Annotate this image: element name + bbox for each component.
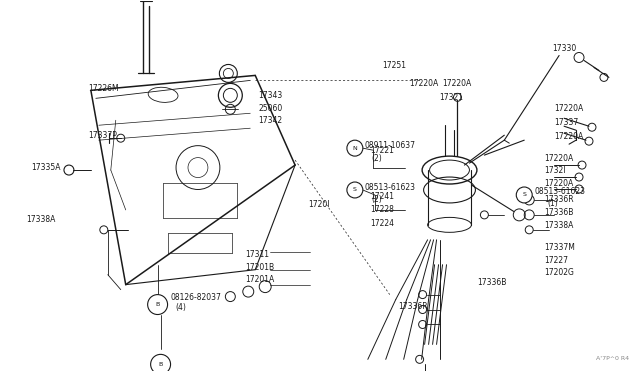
Text: 17321: 17321 — [440, 93, 463, 102]
Circle shape — [148, 295, 168, 314]
Text: 17220A: 17220A — [554, 132, 584, 141]
Text: 17201A: 17201A — [245, 275, 275, 284]
Text: 17336R: 17336R — [544, 195, 574, 205]
Text: 1720l: 1720l — [308, 201, 330, 209]
Text: 17220A: 17220A — [442, 79, 472, 88]
Text: 17343: 17343 — [258, 91, 282, 100]
Text: 17335A: 17335A — [31, 163, 61, 171]
Text: 17336R: 17336R — [397, 302, 428, 311]
Circle shape — [347, 182, 363, 198]
Text: 17337M: 17337M — [544, 243, 575, 252]
Text: 08513-61623: 08513-61623 — [534, 187, 585, 196]
Text: 08513-61623: 08513-61623 — [365, 183, 416, 192]
Text: 17220A: 17220A — [544, 179, 573, 187]
Text: 17201B: 17201B — [245, 263, 275, 272]
Text: 17337: 17337 — [554, 118, 579, 127]
Text: A'7P^0 R4: A'7P^0 R4 — [596, 356, 629, 361]
Text: (2): (2) — [372, 154, 383, 163]
Text: 17227: 17227 — [544, 256, 568, 265]
Text: B: B — [156, 302, 160, 307]
Text: 17337P: 17337P — [88, 131, 116, 140]
Text: S: S — [522, 192, 526, 198]
Circle shape — [516, 187, 532, 203]
Text: 25060: 25060 — [258, 104, 282, 113]
Text: 17251: 17251 — [382, 61, 406, 70]
Text: B: B — [159, 362, 163, 367]
Text: 1732l: 1732l — [544, 166, 566, 174]
Text: 08126-82037: 08126-82037 — [171, 293, 221, 302]
Text: 17338A: 17338A — [26, 215, 56, 224]
Text: 17342: 17342 — [258, 116, 282, 125]
Text: 17336B: 17336B — [477, 278, 507, 287]
Text: N: N — [353, 146, 357, 151]
Text: 17330: 17330 — [552, 44, 577, 53]
Text: 17338A: 17338A — [544, 221, 573, 230]
Circle shape — [513, 209, 525, 221]
Text: 17220A: 17220A — [554, 104, 584, 113]
Text: 17202G: 17202G — [544, 268, 574, 277]
Text: 17226M: 17226M — [88, 84, 118, 93]
Text: S: S — [353, 187, 357, 192]
Text: 17228: 17228 — [370, 205, 394, 214]
Text: 08911-10637: 08911-10637 — [365, 141, 416, 150]
Text: 17221: 17221 — [370, 145, 394, 155]
Circle shape — [150, 355, 171, 372]
Text: (4): (4) — [175, 303, 186, 312]
Text: 17224: 17224 — [370, 219, 394, 228]
Text: 17336B: 17336B — [544, 208, 573, 217]
Text: (2): (2) — [372, 195, 383, 205]
Text: 17220A: 17220A — [410, 79, 439, 88]
Text: 17220A: 17220A — [544, 154, 573, 163]
Text: (1): (1) — [547, 199, 558, 208]
Circle shape — [347, 140, 363, 156]
Text: 17311: 17311 — [245, 250, 269, 259]
Text: 17241: 17241 — [370, 192, 394, 202]
